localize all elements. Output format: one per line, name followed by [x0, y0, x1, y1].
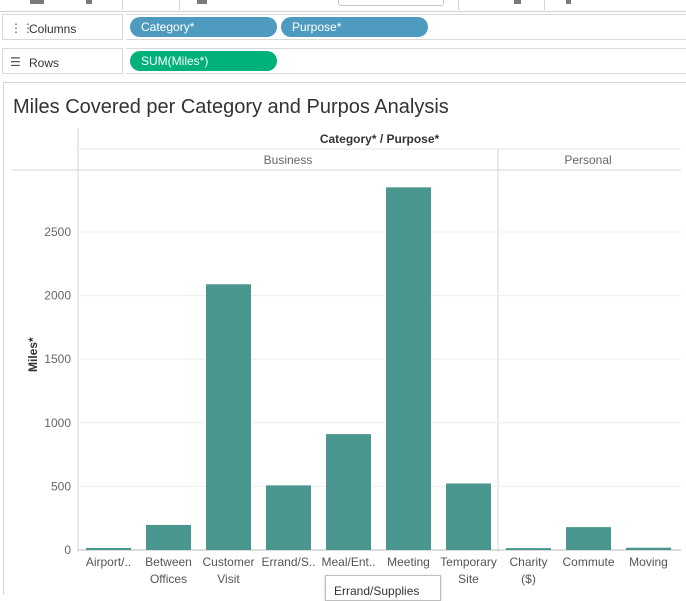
- group-header-personal[interactable]: Personal: [564, 153, 612, 167]
- rows-icon: ☰: [10, 55, 21, 69]
- chart-title: Miles Covered per Category and Purpos An…: [13, 96, 449, 118]
- columns-shelf: ⋮⋮ Columns Category* Purpose*: [0, 12, 686, 42]
- column-header-title: Category* / Purpose*: [319, 132, 440, 146]
- purpose-pill[interactable]: Purpose*: [281, 17, 428, 37]
- rows-shelf-label: ☰ Rows: [2, 48, 123, 74]
- toolbar-dropdown[interactable]: [338, 0, 444, 6]
- toolbar-separator: [544, 0, 545, 10]
- toolbar-separator: [458, 0, 459, 10]
- toolbar-separator: [122, 0, 123, 10]
- toolbar: [0, 0, 686, 12]
- group-header-business[interactable]: Business: [263, 153, 313, 167]
- toolbar-separator: [179, 0, 180, 10]
- category-pill[interactable]: Category*: [130, 17, 277, 37]
- toolbar-button[interactable]: [86, 0, 92, 4]
- columns-drop-area[interactable]: Category* Purpose*: [126, 14, 686, 40]
- y-axis-title: Miles*: [26, 337, 40, 372]
- columns-icon: ⋮⋮: [10, 21, 34, 35]
- columns-shelf-label: ⋮⋮ Columns: [2, 14, 123, 40]
- toolbar-button[interactable]: [30, 0, 44, 4]
- toolbar-button[interactable]: [514, 0, 521, 4]
- toolbar-button[interactable]: [566, 0, 571, 4]
- toolbar-button[interactable]: [197, 0, 207, 4]
- rows-shelf: ☰ Rows SUM(Miles*): [0, 46, 686, 76]
- rows-label: Rows: [29, 56, 60, 70]
- rows-drop-area[interactable]: SUM(Miles*): [126, 48, 686, 74]
- sum-miles-pill[interactable]: SUM(Miles*): [130, 51, 277, 71]
- tooltip: Errand/Supplies: [325, 575, 441, 601]
- columns-label: Columns: [29, 22, 77, 36]
